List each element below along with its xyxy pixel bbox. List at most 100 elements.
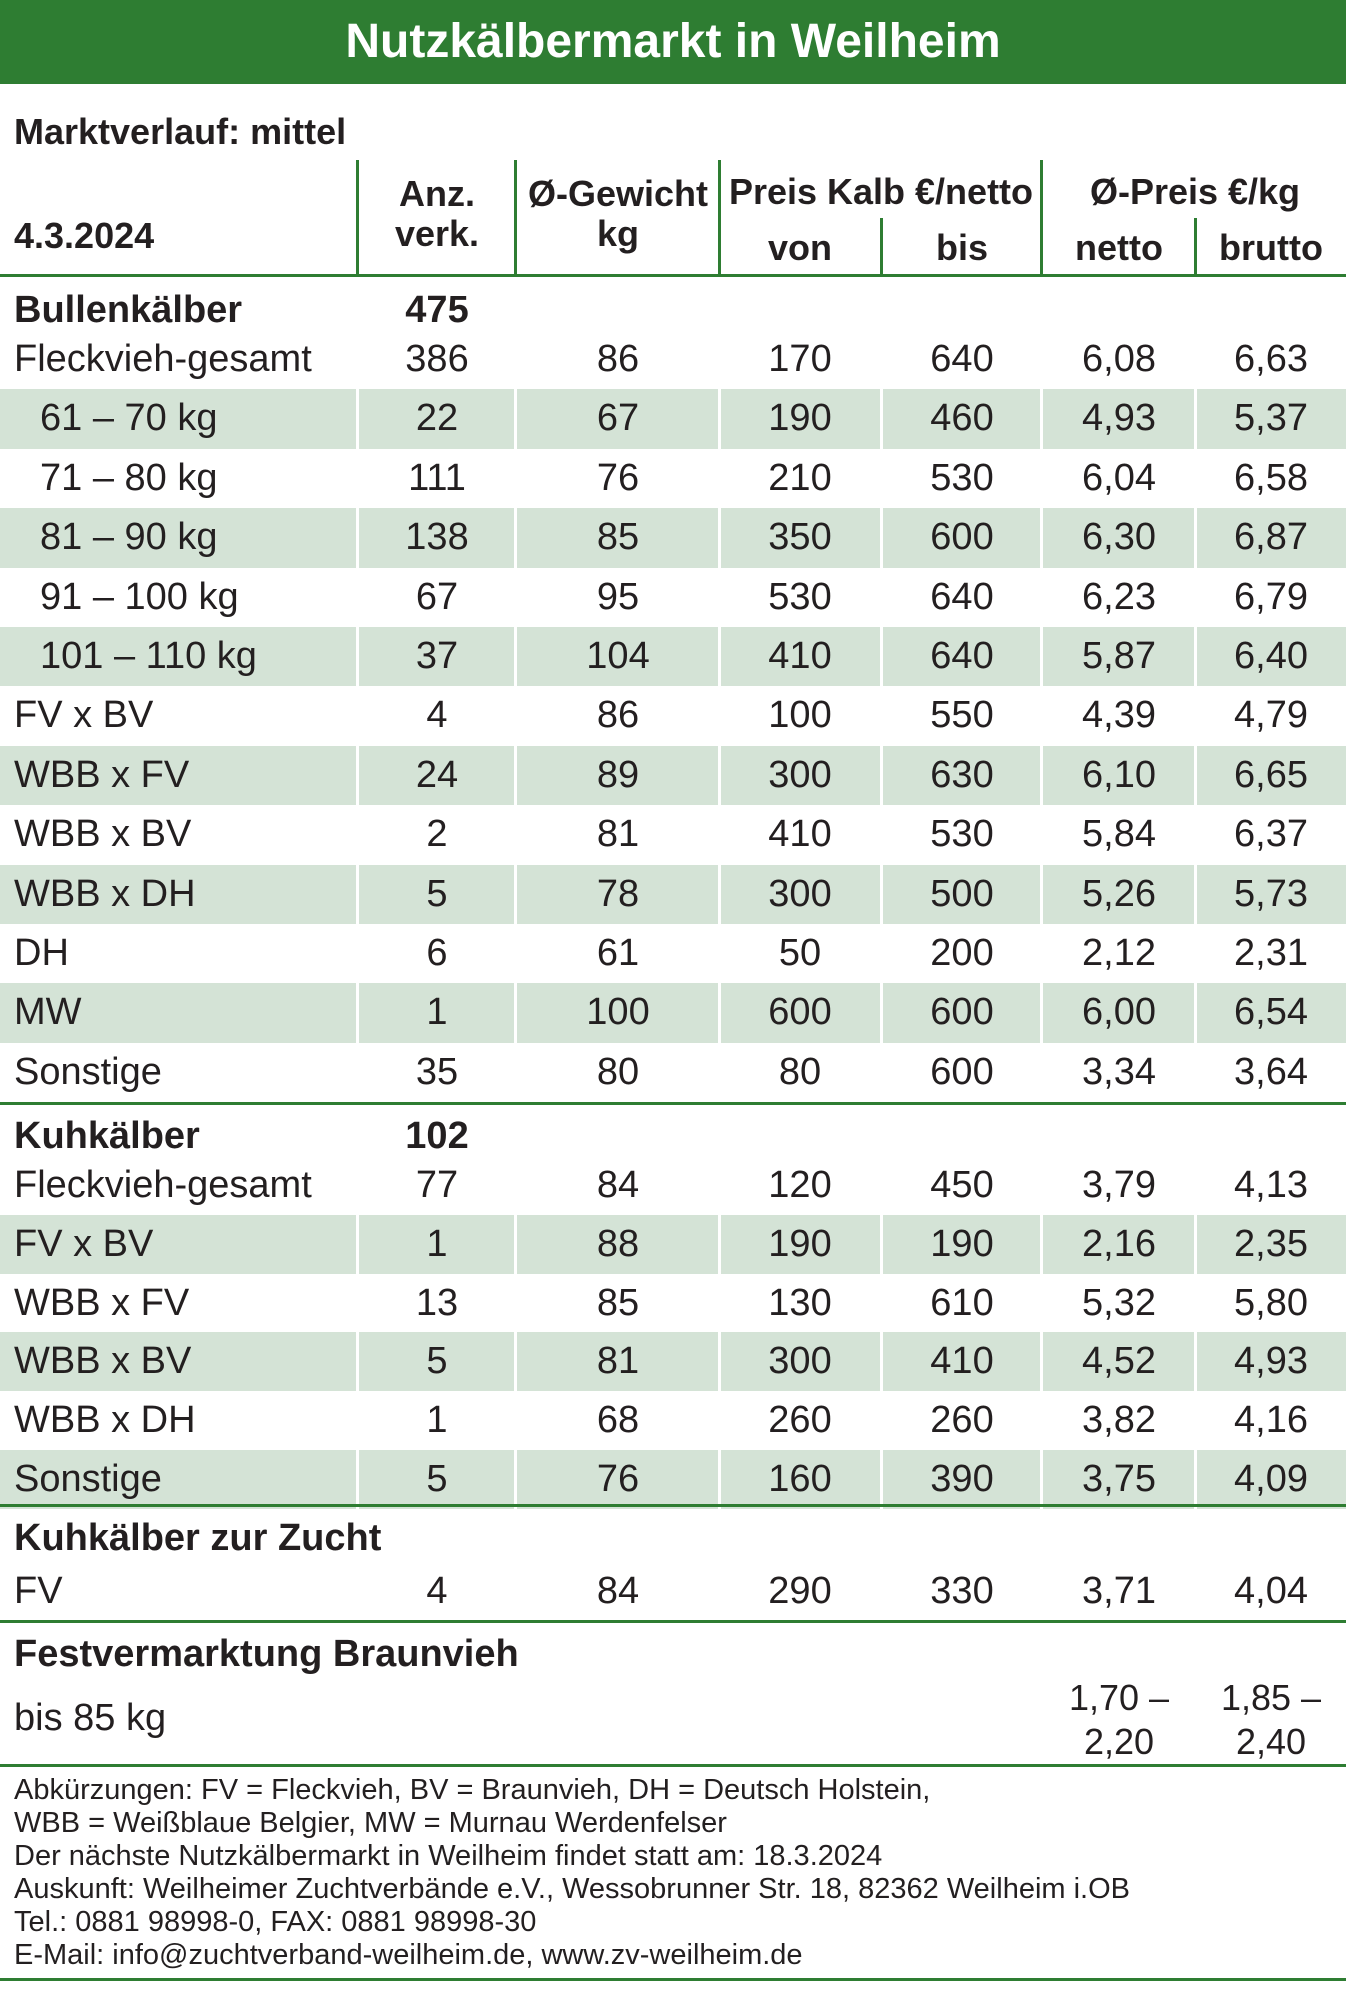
cell-count: 5	[426, 1340, 448, 1383]
column-divider	[1194, 1214, 1197, 1274]
cell-from: 170	[768, 338, 832, 380]
cell-count: 2	[426, 813, 448, 856]
cell-net: 6,04	[1082, 456, 1156, 499]
column-divider	[718, 627, 721, 687]
section-label: Bullenkälber	[14, 289, 243, 331]
header-from: von	[767, 227, 832, 268]
table-row: MW 1 100 600 600 6,00 6,54	[0, 983, 1346, 1043]
column-divider	[356, 745, 359, 806]
table-row: WBB x FV 24 89 300 630 6,10 6,65	[0, 745, 1346, 806]
cell-from: 190	[768, 1222, 832, 1265]
cell-to: 610	[930, 1281, 994, 1324]
cell-from: 300	[768, 1340, 832, 1383]
cell-from: 600	[768, 991, 832, 1034]
column-divider	[514, 1214, 517, 1274]
cell-weight: 89	[596, 753, 640, 796]
market-trend: Marktverlauf: mittel	[14, 111, 347, 152]
column-divider	[514, 1450, 517, 1509]
cell-net: 5,32	[1082, 1281, 1156, 1324]
table-row: FV 4 84 290 330 3,71 4,04	[0, 1562, 1346, 1620]
column-divider	[514, 627, 517, 687]
cell-weight: 85	[596, 1281, 640, 1324]
cell-count: 35	[415, 1050, 459, 1093]
table-row: Fleckvieh-gesamt 386 86 170 640 6,08 6,63	[0, 330, 1346, 389]
cell-weight: 86	[596, 694, 640, 737]
row-label: WBB x FV	[14, 1281, 190, 1324]
column-divider	[1040, 1214, 1043, 1274]
cell-gross: 2,31	[1234, 932, 1308, 974]
table-row: WBB x DH 1 68 260 260 3,82 4,16	[0, 1391, 1346, 1450]
row-label: FV x BV	[14, 694, 154, 737]
row-label: WBB x FV	[14, 753, 190, 796]
cell-gross: 6,58	[1234, 456, 1308, 499]
price-net-range: 1,70 – 2,20	[1044, 1676, 1194, 1764]
footer-line: Auskunft: Weilheimer Zuchtverbände e.V.,…	[14, 1873, 1131, 1905]
cell-to: 600	[930, 1050, 994, 1093]
row-label: Fleckvieh-gesamt	[14, 1164, 312, 1206]
table-row: WBB x DH 5 78 300 500 5,26 5,73	[0, 864, 1346, 924]
cell-to: 390	[930, 1458, 994, 1500]
cell-gross: 6,40	[1234, 635, 1308, 677]
cell-count: 67	[415, 575, 459, 618]
column-divider	[514, 864, 517, 924]
cell-to: 530	[930, 456, 994, 499]
row-label: WBB x DH	[14, 1399, 196, 1442]
cell-from: 300	[768, 872, 832, 915]
section-label: Kuhkälber	[14, 1115, 200, 1157]
cell-weight: 85	[596, 516, 640, 559]
cell-net: 5,87	[1082, 635, 1156, 677]
cell-from: 80	[778, 1050, 822, 1093]
row-label: Sonstige	[14, 1050, 162, 1093]
cell-net: 4,39	[1082, 694, 1156, 737]
cell-net: 5,84	[1082, 813, 1156, 856]
cell-net: 4,93	[1082, 397, 1156, 440]
cell-from: 290	[768, 1570, 832, 1612]
table-row: FV x BV 4 86 100 550 4,39 4,79	[0, 686, 1346, 745]
cell-gross: 5,73	[1234, 872, 1308, 915]
cell-from: 350	[768, 516, 832, 559]
row-label: Sonstige	[14, 1458, 162, 1500]
cell-count: 77	[415, 1164, 459, 1206]
column-divider	[1194, 1332, 1197, 1392]
cell-net: 6,30	[1082, 516, 1156, 559]
header-count-line2: verk.	[394, 213, 480, 254]
cell-net: 3,75	[1082, 1458, 1156, 1500]
bottom-rule	[0, 1978, 1346, 1981]
cell-count: 5	[426, 1458, 448, 1500]
column-divider	[356, 983, 359, 1043]
header-divider	[718, 160, 721, 275]
row-label: bis 85 kg	[14, 1697, 167, 1739]
cell-gross: 6,87	[1234, 516, 1308, 559]
column-divider	[1194, 983, 1197, 1043]
column-divider	[718, 389, 721, 449]
table-row: 71 – 80 kg 111 76 210 530 6,04 6,58	[0, 449, 1346, 508]
cell-from: 410	[768, 813, 832, 856]
cell-weight: 86	[596, 338, 640, 380]
row-label: MW	[14, 991, 82, 1034]
cell-net: 3,34	[1082, 1050, 1156, 1093]
cell-gross: 4,79	[1234, 694, 1308, 737]
cell-weight: 88	[596, 1222, 640, 1265]
cell-from: 210	[768, 456, 832, 499]
row-label: 81 – 90 kg	[40, 516, 218, 559]
cell-weight: 78	[596, 872, 640, 915]
header-divider	[1194, 218, 1197, 275]
cell-from: 160	[768, 1458, 832, 1500]
row-label: FV x BV	[14, 1222, 154, 1265]
footer-line: Tel.: 0881 98998-0, FAX: 0881 98998-30	[14, 1906, 537, 1938]
cell-count: 22	[415, 397, 459, 440]
column-divider	[514, 983, 517, 1043]
cell-to: 330	[930, 1570, 994, 1612]
cell-from: 100	[768, 694, 832, 737]
cell-from: 130	[768, 1281, 832, 1324]
column-divider	[1194, 508, 1197, 568]
column-divider	[880, 627, 883, 687]
footer-line: E-Mail: info@zuchtverband-weilheim.de, w…	[14, 1939, 803, 1971]
column-divider	[514, 1332, 517, 1392]
cell-weight: 84	[596, 1570, 640, 1612]
cell-gross: 4,09	[1234, 1458, 1308, 1500]
column-divider	[1194, 389, 1197, 449]
row-label: WBB x BV	[14, 813, 192, 856]
section-label: Kuhkälber zur Zucht	[14, 1517, 382, 1559]
